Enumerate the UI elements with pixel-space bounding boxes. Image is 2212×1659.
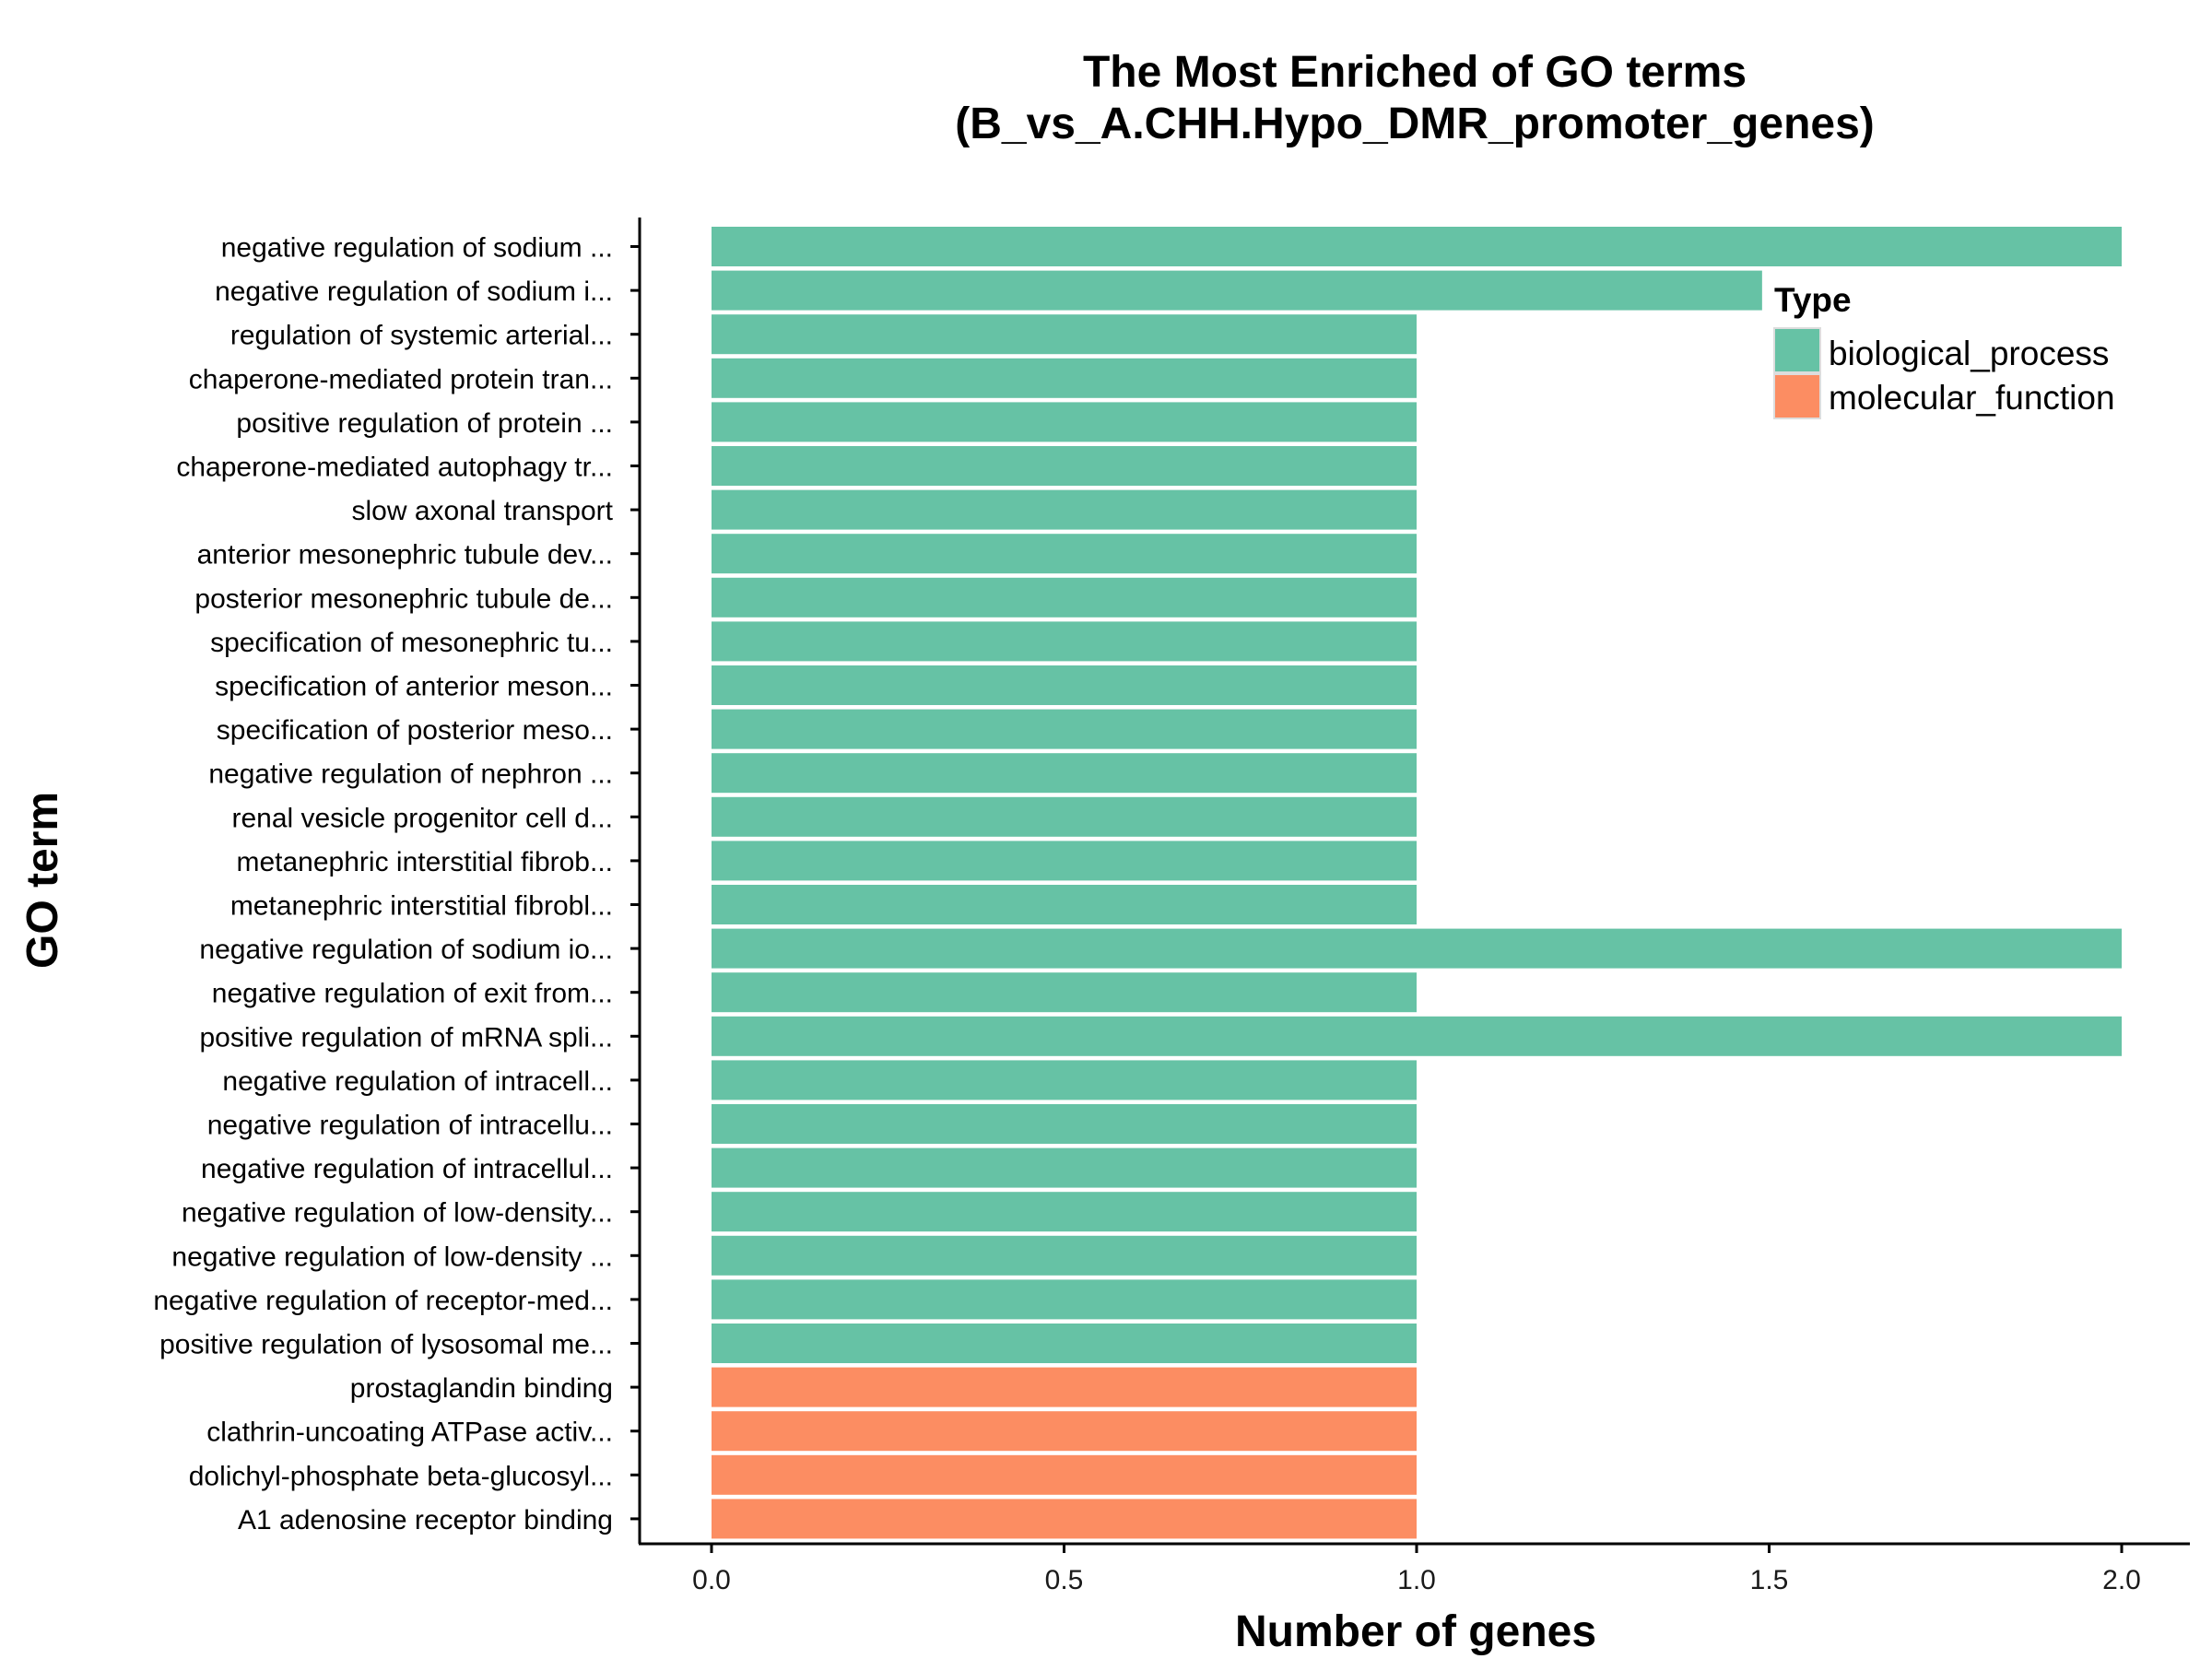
y-tick-label: metanephric interstitial fibrob...	[236, 847, 613, 877]
bar	[712, 709, 1417, 749]
bar	[712, 1016, 2122, 1056]
x-tick-label: 0.5	[1045, 1565, 1084, 1595]
y-tick-label: chaperone-mediated autophagy tr...	[176, 453, 613, 483]
chart-subtitle: (B_vs_A.CHH.Hypo_DMR_promoter_genes)	[955, 100, 1875, 148]
x-axis-title: Number of genes	[1235, 1607, 1596, 1656]
bar	[712, 753, 1417, 794]
bar	[712, 885, 1417, 924]
y-tick-label: posterior mesonephric tubule de...	[194, 583, 613, 614]
bar	[712, 402, 1417, 442]
chart-title: The Most Enriched of GO terms	[1083, 48, 1747, 97]
x-tick-label: 1.0	[1397, 1565, 1436, 1595]
bar	[712, 1367, 1417, 1407]
bar	[712, 270, 1762, 311]
bar	[712, 358, 1417, 398]
y-tick-label: renal vesicle progenitor cell d...	[231, 803, 613, 833]
y-tick-label: metanephric interstitial fibrobl...	[230, 891, 613, 922]
legend-swatch-biological-process	[1773, 327, 1821, 373]
y-tick-label: prostaglandin binding	[350, 1373, 613, 1404]
legend-title: Type	[1774, 281, 1852, 319]
bars-layer	[712, 227, 2122, 1539]
bar	[712, 841, 1417, 881]
bar	[712, 446, 1417, 486]
y-axis-ticks: negative regulation of sodium ... negativ…	[153, 233, 640, 1535]
y-tick-label: regulation of systemic arterial...	[230, 321, 613, 351]
y-tick-label: negative regulation of intracellu...	[207, 1111, 613, 1141]
bar	[712, 665, 1417, 705]
bar	[712, 928, 2122, 969]
y-tick-label: specification of mesonephric tu...	[210, 628, 613, 658]
y-tick-label: negative regulation of sodium i...	[215, 276, 613, 307]
legend: Type biological_process molecular_functi…	[1773, 281, 2115, 419]
bar	[712, 489, 1417, 530]
bar	[712, 1235, 1417, 1276]
bar	[712, 1104, 1417, 1144]
y-tick-label: negative regulation of sodium io...	[199, 935, 613, 965]
y-axis-title: GO term	[18, 792, 67, 969]
y-tick-label: positive regulation of mRNA spli...	[199, 1022, 613, 1053]
y-tick-label: negative regulation of receptor-med...	[153, 1286, 613, 1316]
y-tick-label: anterior mesonephric tubule dev...	[197, 540, 613, 571]
bar	[712, 227, 2122, 266]
y-tick-label: negative regulation of intracellul...	[201, 1154, 613, 1184]
x-tick-label: 1.5	[1750, 1565, 1789, 1595]
bar	[712, 1147, 1417, 1188]
bar	[712, 1192, 1417, 1232]
legend-label-biological-process: biological_process	[1829, 335, 2109, 372]
y-tick-label: specification of anterior meson...	[215, 672, 613, 702]
legend-swatch-molecular-function	[1773, 373, 1821, 419]
bar	[712, 972, 1417, 1013]
bar	[712, 577, 1417, 618]
bar	[712, 796, 1417, 837]
y-tick-label: specification of posterior meso...	[217, 715, 613, 746]
bar	[712, 534, 1417, 574]
bar	[712, 314, 1417, 355]
bar	[712, 1454, 1417, 1495]
bar	[712, 1060, 1417, 1100]
bar	[712, 1499, 1417, 1539]
y-tick-label: A1 adenosine receptor binding	[238, 1505, 613, 1535]
y-tick-label: clathrin-uncoating ATPase activ...	[206, 1418, 613, 1448]
y-tick-label: chaperone-mediated protein tran...	[189, 364, 613, 394]
x-tick-label: 2.0	[2102, 1565, 2141, 1595]
x-tick-label: 0.0	[692, 1565, 731, 1595]
y-tick-label: dolichyl-phosphate beta-glucosyl...	[189, 1461, 613, 1491]
y-tick-label: negative regulation of intracell...	[222, 1066, 613, 1097]
y-tick-label: negative regulation of low-density...	[182, 1198, 613, 1229]
y-tick-label: negative regulation of sodium ...	[221, 233, 613, 264]
y-tick-label: negative regulation of low-density ...	[171, 1241, 613, 1272]
y-tick-label: positive regulation of lysosomal me...	[159, 1330, 613, 1360]
bar	[712, 1279, 1417, 1320]
y-tick-label: negative regulation of nephron ...	[208, 759, 613, 790]
legend-label-molecular-function: molecular_function	[1829, 379, 2115, 417]
y-tick-label: negative regulation of exit from...	[212, 979, 613, 1009]
bar	[712, 621, 1417, 662]
bar	[712, 1411, 1417, 1452]
x-axis-ticks: 0.0 0.5 1.0 1.5 2.0	[692, 1544, 2141, 1595]
bar	[712, 1324, 1417, 1363]
y-tick-label: slow axonal transport	[352, 496, 614, 526]
y-tick-label: positive regulation of protein ...	[236, 408, 613, 439]
